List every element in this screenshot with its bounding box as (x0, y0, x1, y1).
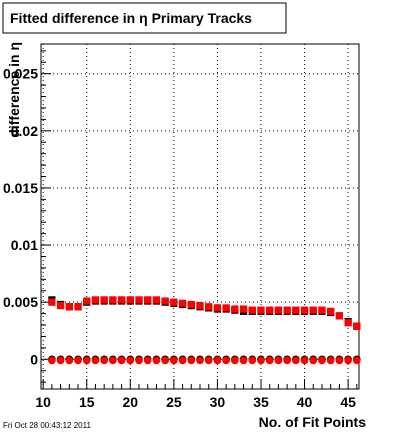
data-point-square (170, 298, 178, 306)
x-tick-label: 25 (166, 394, 182, 410)
timestamp: Fri Oct 28 00:43:12 2011 (3, 421, 91, 430)
data-point-square (266, 306, 274, 314)
data-point-square (83, 297, 91, 305)
data-point-circle (283, 356, 291, 365)
data-point-circle (274, 356, 283, 365)
data-point-circle (326, 356, 335, 365)
data-point-square (126, 296, 134, 304)
data-point-square (152, 296, 161, 304)
data-point-circle (265, 356, 274, 365)
data-point-circle (170, 356, 178, 365)
data-point-circle (204, 356, 213, 365)
data-point-circle (91, 356, 100, 365)
data-point-circle (178, 356, 187, 365)
plot-frame (40, 43, 360, 390)
data-point-circle (135, 356, 143, 365)
data-point-circle (318, 356, 326, 365)
x-tick-label: 45 (340, 394, 356, 410)
data-point-circle (257, 356, 265, 365)
data-point-circle (109, 356, 117, 365)
data-point-square (300, 306, 309, 314)
data-point-circle (248, 356, 257, 365)
data-point-circle (161, 356, 169, 365)
data-point-circle (187, 356, 196, 365)
data-point-square (309, 306, 317, 314)
chart-title: Fitted difference in η Primary Tracks (10, 10, 252, 26)
data-point-square (353, 322, 361, 330)
data-point-circle (196, 356, 204, 365)
data-point-square (135, 296, 143, 304)
x-tick-label: 10 (35, 394, 51, 410)
y-tick-label: 0.01 (11, 237, 38, 253)
y-tick-label: 0.005 (3, 294, 38, 310)
grid (41, 44, 359, 389)
data-point-circle (300, 356, 309, 365)
data-point-square (65, 303, 73, 311)
data-point-circle (152, 356, 161, 365)
data-point-circle (213, 356, 222, 365)
data-point-square (335, 312, 343, 320)
y-axis-title: difference in η (6, 42, 22, 138)
data-point-square (196, 302, 204, 310)
data-point-square (161, 297, 169, 305)
data-point-square (239, 305, 248, 313)
x-axis-title: No. of Fit Points (259, 414, 367, 430)
data-point-circle (48, 356, 56, 365)
x-tick-label: 20 (123, 394, 139, 410)
data-marks (48, 296, 361, 365)
y-tick-label: 0.025 (3, 66, 38, 82)
data-point-square (213, 304, 222, 312)
data-point-circle (335, 356, 344, 365)
data-point-circle (231, 356, 239, 365)
data-point-circle (239, 356, 248, 365)
x-tick-label: 35 (253, 394, 269, 410)
data-point-square (109, 296, 117, 304)
data-point-circle (74, 356, 82, 365)
data-point-square (117, 296, 126, 304)
data-point-square (292, 306, 300, 314)
x-tick-label: 30 (210, 394, 226, 410)
data-point-square (74, 303, 82, 311)
data-point-square (257, 306, 265, 314)
y-tick-label: 0 (30, 351, 38, 367)
data-point-circle (143, 356, 152, 365)
data-point-square (274, 306, 283, 314)
data-point-square (205, 303, 213, 311)
data-point-square (248, 306, 256, 314)
x-tick-label: 15 (79, 394, 95, 410)
data-point-circle (100, 356, 108, 365)
data-point-circle (222, 356, 230, 365)
data-point-square (144, 296, 152, 304)
x-tick-labels: 10 15 20 25 30 35 40 45 (35, 394, 356, 410)
data-point-square (231, 305, 239, 313)
x-tick-label: 40 (297, 394, 313, 410)
data-point-square (187, 300, 195, 309)
y-tick-label: 0.015 (3, 180, 38, 196)
data-point-square (91, 296, 100, 304)
data-point-circle (126, 356, 135, 365)
data-point-square (344, 319, 352, 327)
data-point-square (318, 306, 326, 314)
data-point-circle (65, 356, 74, 365)
data-point-square (100, 296, 108, 304)
data-point-square (327, 307, 335, 315)
data-point-circle (56, 356, 65, 365)
y-tick-label: 0.02 (11, 123, 38, 139)
data-point-square (178, 299, 187, 307)
y-tick-labels: 0 0.005 0.01 0.015 0.02 0.025 (3, 66, 38, 368)
data-point-square (283, 306, 291, 314)
data-point-circle (353, 356, 361, 365)
data-point-circle (117, 356, 126, 365)
data-point-circle (82, 356, 91, 365)
data-point-square (57, 302, 65, 310)
data-point-square (222, 304, 230, 312)
data-point-square (48, 298, 56, 306)
data-point-circle (292, 356, 300, 365)
data-point-circle (344, 356, 352, 365)
data-point-circle (309, 356, 318, 365)
title-box (2, 2, 287, 34)
